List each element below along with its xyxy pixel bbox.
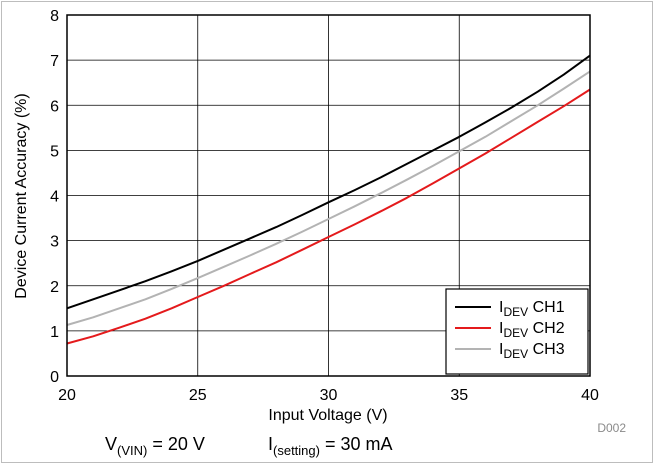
- legend-label-ch1: IDEV CH1: [499, 299, 565, 319]
- series-line-ch3: [66, 70, 591, 326]
- grid: [67, 15, 590, 376]
- condition-vin-sub: (VIN): [117, 443, 147, 458]
- condition-vin-main: V: [105, 434, 117, 454]
- y-tick-label: 0: [50, 369, 59, 386]
- x-tick-labels: 20 25 30 35 40: [58, 387, 599, 404]
- legend-label-ch2: IDEV CH2: [499, 320, 565, 340]
- y-tick-label: 5: [50, 143, 59, 160]
- x-tick-label: 25: [189, 387, 207, 404]
- x-axis-title: Input Voltage (V): [268, 407, 387, 424]
- condition-setting-sub: (setting): [273, 443, 320, 458]
- condition-setting: I(setting) = 30 mA: [268, 434, 393, 458]
- legend-box: [445, 288, 589, 375]
- y-tick-label: 4: [50, 189, 59, 206]
- y-tick-label: 2: [50, 279, 59, 296]
- y-axis-title: Device Current Accuracy (%): [13, 93, 30, 298]
- series-line-ch1: [66, 54, 591, 310]
- condition-vin-rest: = 20 V: [147, 434, 205, 454]
- y-tick-label: 6: [50, 98, 59, 115]
- series-group: [66, 54, 591, 345]
- x-tick-label: 40: [581, 387, 599, 404]
- y-tick-label: 7: [50, 53, 59, 70]
- y-tick-label: 1: [50, 324, 59, 341]
- y-tick-label: 8: [50, 8, 59, 25]
- x-tick-label: 20: [58, 387, 76, 404]
- x-tick-label: 35: [450, 387, 468, 404]
- plot-area-border: [66, 14, 591, 377]
- y-tick-label: 3: [50, 234, 59, 251]
- y-tick-labels: 0 1 2 3 4 5 6 7 8: [50, 8, 59, 386]
- condition-vin: V(VIN) = 20 V: [105, 434, 205, 458]
- figure-id: D002: [597, 421, 626, 435]
- condition-setting-rest: = 30 mA: [320, 434, 393, 454]
- x-tick-label: 30: [320, 387, 338, 404]
- condition-setting-main: I: [268, 434, 273, 454]
- legend-label-ch3: IDEV CH3: [499, 341, 565, 361]
- series-line-ch2: [66, 88, 591, 345]
